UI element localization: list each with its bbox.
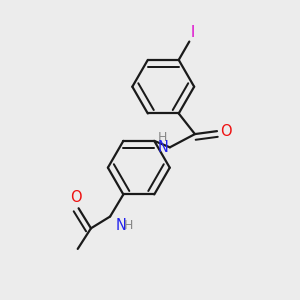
Text: H: H xyxy=(158,131,167,144)
Text: H: H xyxy=(124,219,134,232)
Text: O: O xyxy=(220,124,232,139)
Text: N: N xyxy=(116,218,126,233)
Text: N: N xyxy=(158,140,169,155)
Text: O: O xyxy=(70,190,82,205)
Text: I: I xyxy=(191,25,195,40)
